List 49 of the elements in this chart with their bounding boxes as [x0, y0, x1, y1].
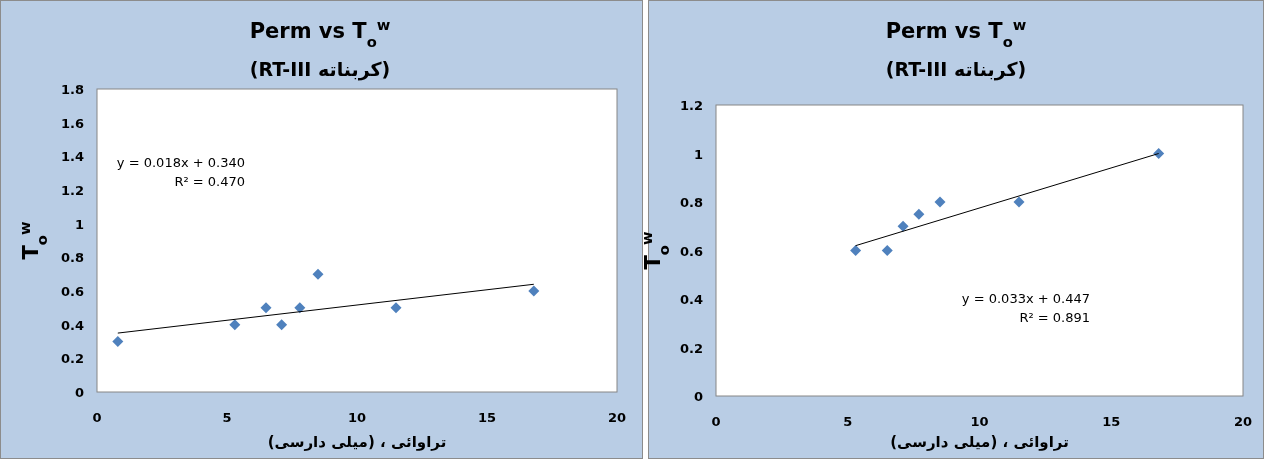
point	[850, 245, 862, 256]
y-tick-label: 0.6	[60, 284, 84, 299]
y-tick-label: 0.2	[60, 351, 84, 367]
y-tick-label: 1.8	[60, 82, 84, 97]
x-tick-label: 0	[711, 414, 721, 429]
y-tick-label: 0.2	[679, 340, 703, 356]
point	[881, 245, 893, 256]
annotation: y = 0.033x + 0.447	[961, 291, 1090, 306]
y-tick-label: 1.2	[60, 183, 84, 198]
point	[897, 220, 909, 232]
x-axis-title: تراوائی ، (میلی دارسی)	[890, 433, 1069, 451]
x-tick-label: 15	[477, 410, 497, 425]
y-tick-label: 0.4	[60, 317, 84, 333]
x-tick-label: 10	[970, 414, 989, 429]
x-tick-label: 5	[222, 410, 232, 425]
y-tick-label: 0.8	[679, 195, 703, 210]
point	[1013, 196, 1025, 208]
point	[312, 268, 324, 280]
y-tick-label: 1.6	[60, 115, 84, 131]
x-tick-label: 0	[92, 410, 102, 425]
x-tick-label: 20	[607, 410, 627, 425]
annotation: R² = 0.891	[1019, 310, 1090, 325]
x-axis-title: تراوائی ، (میلی دارسی)	[267, 433, 447, 451]
y-tick-label: 1.4	[60, 149, 84, 165]
annotation: R² = 0.470	[174, 174, 245, 189]
y-tick-label: 1	[693, 146, 703, 162]
y-tick-label: 0	[693, 389, 703, 404]
x-tick-label: 10	[347, 410, 367, 425]
point	[528, 285, 540, 297]
point	[229, 319, 241, 331]
point	[913, 208, 925, 220]
chart-subtitle: (کربناته RT-III)	[885, 58, 1027, 81]
x-tick-label: 20	[1233, 414, 1253, 429]
y-tick-label: 0.4	[679, 292, 703, 307]
point	[390, 302, 402, 314]
y-tick-label: 1	[74, 216, 84, 232]
point	[276, 319, 288, 331]
y-tick-label: 0.8	[60, 250, 84, 266]
point	[260, 302, 272, 314]
point	[934, 196, 946, 208]
chart-subtitle: (کربناته RT-III)	[249, 58, 391, 81]
y-tick-label: 0	[74, 385, 84, 400]
y-tick-label: 1.2	[679, 98, 703, 113]
x-tick-label: 15	[1102, 414, 1121, 429]
point	[112, 336, 124, 347]
x-tick-label: 5	[843, 414, 853, 429]
point	[294, 302, 306, 314]
y-tick-label: 0.6	[679, 243, 703, 259]
annotation: y = 0.018x + 0.340	[116, 155, 245, 170]
